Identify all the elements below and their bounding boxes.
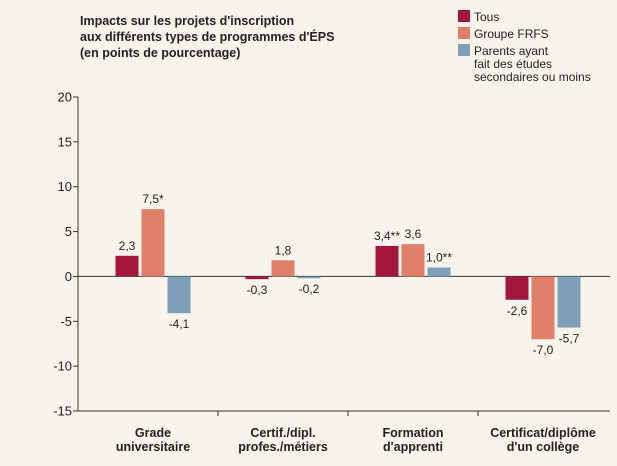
chart-title: Impacts sur les projets d'inscription aux… (80, 14, 334, 60)
y-tick-label: 10 (58, 179, 72, 194)
x-tick-label: Certificat/diplôme d'un collège (490, 426, 596, 454)
legend-swatch (458, 27, 470, 39)
bar (505, 276, 529, 300)
y-tick-label: -10 (53, 359, 72, 374)
legend-swatch (458, 10, 470, 22)
value-label: 7,5* (142, 192, 164, 206)
x-tick-label: Grade universitaire (116, 426, 190, 454)
y-tick-label: -15 (53, 404, 72, 419)
y-tick-label: 15 (58, 134, 72, 149)
value-label: -7,0 (533, 343, 554, 357)
bar (401, 244, 425, 277)
bar (141, 209, 165, 277)
bar (245, 276, 269, 280)
value-label: 1,8 (275, 243, 292, 257)
value-label: 1,0** (426, 250, 452, 264)
y-tick-label: 20 (58, 90, 72, 105)
legend-swatch (458, 44, 470, 56)
x-tick-label: Certif./dipl. profes./métiers (238, 426, 328, 454)
bar (375, 245, 399, 277)
bar (427, 267, 451, 277)
y-tick-label: 5 (65, 224, 72, 239)
bar (531, 276, 555, 340)
y-tick-label: 0 (65, 269, 72, 284)
legend-label: Tous (474, 10, 499, 24)
bar (557, 276, 581, 328)
bar (115, 255, 139, 277)
x-tick-label: Formation d'apprenti (382, 426, 443, 454)
bar (271, 260, 295, 277)
value-label: -4,1 (169, 317, 190, 331)
value-label: -5,7 (559, 332, 580, 346)
value-label: -2,6 (507, 304, 528, 318)
legend-label: Parents ayant fait des études secondaires … (474, 44, 591, 84)
value-label: 2,3 (119, 239, 136, 253)
y-tick-label: -5 (60, 314, 72, 329)
bar (297, 276, 321, 279)
value-label: -0,3 (247, 283, 268, 297)
value-label: 3,4** (374, 229, 400, 243)
legend-label: Groupe FRFS (474, 27, 549, 41)
bar (167, 276, 191, 314)
value-label: 3,6 (405, 227, 422, 241)
value-label: -0,2 (299, 282, 320, 296)
